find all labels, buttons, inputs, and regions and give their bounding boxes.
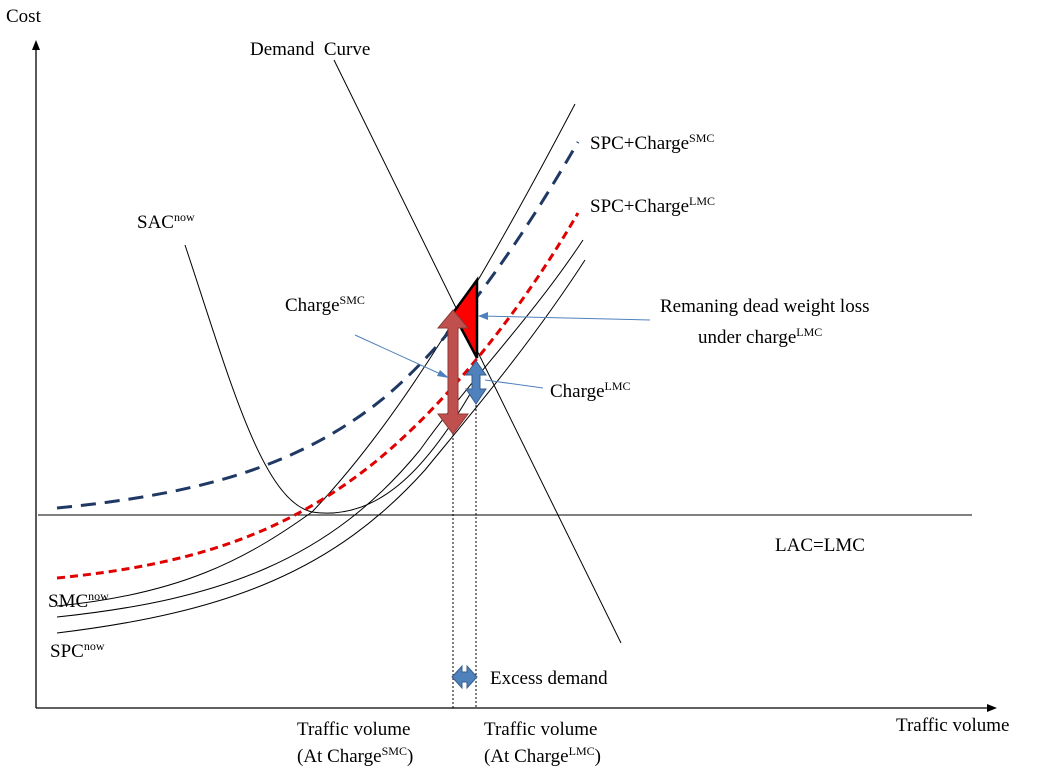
callout-dwl-head [478, 312, 488, 320]
tv-lmc-label-line1: Traffic volume [484, 719, 597, 740]
spc-charge-lmc-label: SPC+ChargeLMC [590, 194, 715, 217]
tv-smc-label-line2: (At ChargeSMC) [297, 744, 413, 767]
tv-lmc-label-line2: (At ChargeLMC) [484, 744, 601, 767]
spc-charge-lmc-curve [56, 212, 580, 580]
callout-charge-lmc [484, 379, 544, 389]
callout-dwl [479, 315, 651, 321]
spc-mid-curve [56, 239, 584, 618]
excess-demand-arrow [451, 664, 478, 690]
y-axis-label: Cost [6, 6, 42, 27]
x-axis-label: Traffic volume [896, 715, 1009, 736]
spc-charge-smc-curve [56, 141, 580, 510]
demand-curve-label: Demand Curve [250, 39, 370, 60]
dead-weight-loss-triangle [451, 276, 479, 359]
charge-smc-arrow [436, 309, 470, 435]
charge-lmc-label: ChargeLMC [550, 379, 631, 402]
spc-now-label: SPCnow [50, 639, 105, 662]
sac-now-label: SACnow [137, 210, 195, 233]
charge-lmc-arrow [465, 360, 487, 405]
spc-charge-smc-label: SPC+ChargeSMC [590, 131, 714, 154]
axes [32, 40, 997, 712]
sac-now-curve [184, 244, 478, 514]
smc-now-label: SMCnow [48, 589, 109, 612]
smc-now-curve [56, 103, 576, 607]
excess-demand-label: Excess demand [490, 668, 608, 689]
callout-charge-smc [354, 334, 448, 378]
spc-now-curve [56, 259, 586, 634]
tv-smc-label-line1: Traffic volume [297, 719, 410, 740]
dwl-label-line2: under chargeLMC [698, 325, 822, 348]
dwl-label-line1: Remaning dead weight loss [660, 296, 870, 317]
y-axis-arrowhead [32, 40, 40, 50]
callout-charge-smc-head [437, 370, 449, 378]
lac-lmc-label: LAC=LMC [775, 535, 865, 556]
x-axis-arrowhead [987, 704, 997, 712]
charge-smc-label: ChargeSMC [285, 293, 365, 316]
